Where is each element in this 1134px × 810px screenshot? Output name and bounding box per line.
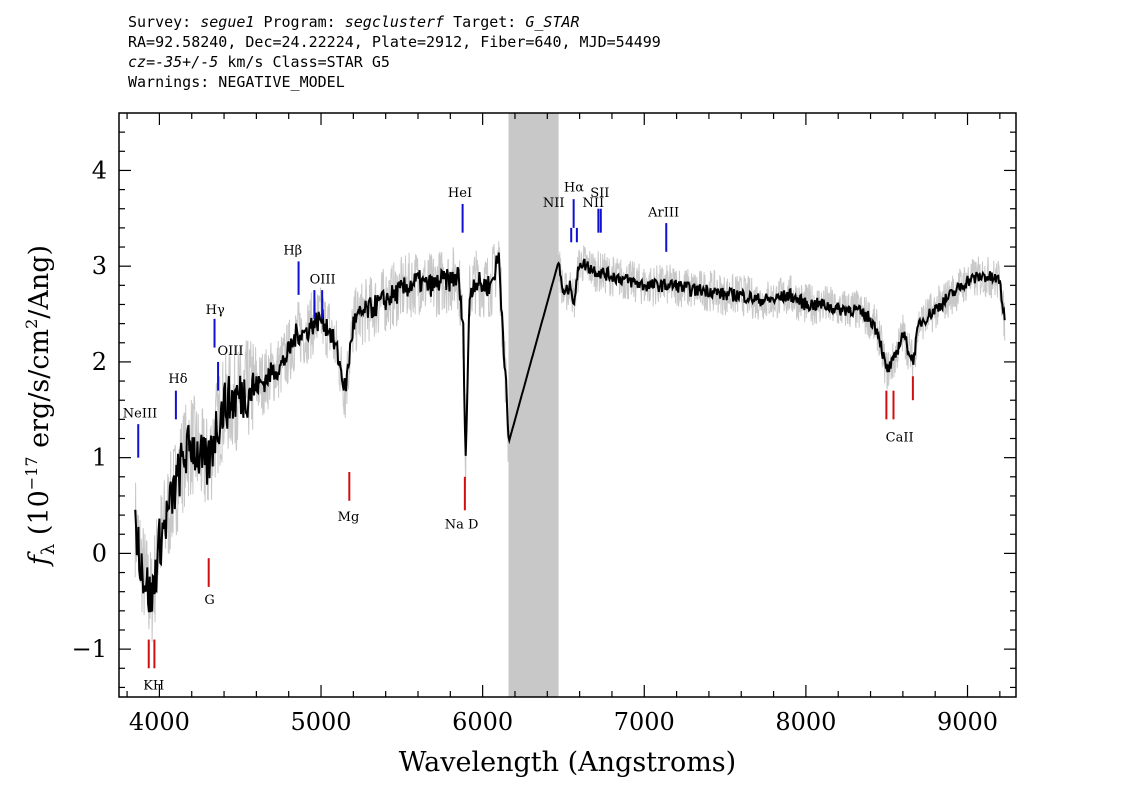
masked-region-layer: [508, 113, 559, 697]
line-label: Hδ: [168, 372, 187, 387]
target-value: G_STAR: [525, 13, 580, 31]
line-label: Hα: [564, 181, 584, 196]
header-line-3: cz=-35+/-5 km/s Class=STAR G5: [128, 53, 390, 71]
model-line-layer: [134, 252, 1006, 613]
x-tick-label: 9000: [937, 708, 998, 736]
x-axis-label: Wavelength (Angstroms): [399, 747, 736, 778]
line-label: CaII: [886, 430, 914, 445]
masked-region: [508, 113, 559, 697]
line-label: Mg: [338, 510, 360, 525]
line-label: NII: [583, 196, 605, 211]
x-tick-label: 5000: [290, 708, 351, 736]
cz-value: =-35+/-5: [146, 53, 219, 71]
axis-tick-labels: 4000 5000 6000 7000 8000 9000 −1 0 1 2 3 4: [72, 156, 998, 736]
survey-value: segue1: [200, 13, 255, 31]
y-tick-label: 0: [92, 539, 107, 567]
y-tick-label: 2: [92, 348, 107, 376]
line-label: NeIII: [123, 406, 157, 421]
line-label: NII: [543, 196, 565, 211]
y-tick-label: 4: [92, 156, 107, 184]
line-label: Hβ: [283, 244, 302, 259]
spectrum-header: Survey: segue1 Program: segclusterf Targ…: [128, 12, 661, 92]
flux-series: [134, 241, 1006, 643]
line-marker-layer: [137, 199, 914, 669]
header-line-1: Survey: segue1 Program: segclusterf Targ…: [128, 13, 580, 31]
y-tick-label: 1: [92, 444, 107, 472]
flux-layer: [134, 241, 1006, 643]
axis-ticks: [119, 113, 1016, 697]
line-label: Na D: [445, 518, 479, 533]
line-label: Hγ: [206, 303, 225, 318]
header-line-2: RA=92.58240, Dec=24.22224, Plate=2912, F…: [128, 33, 661, 51]
line-label: G: [204, 593, 214, 608]
line-label: KH: [143, 678, 164, 693]
x-tick-label: 4000: [129, 708, 190, 736]
line-label: ArIII: [647, 205, 679, 220]
model-series: [134, 252, 1006, 613]
line-label: OIII: [310, 272, 336, 287]
x-tick-label: 8000: [775, 708, 836, 736]
line-label: SII: [590, 186, 609, 201]
plot-frame: [118, 112, 1017, 698]
y-tick-label: 3: [92, 252, 107, 280]
x-tick-label: 7000: [614, 708, 675, 736]
line-label: OIII: [217, 344, 243, 359]
x-tick-label: 6000: [452, 708, 513, 736]
line-label: HeI: [448, 186, 472, 201]
y-tick-label: −1: [72, 635, 107, 663]
program-value: segclusterf: [344, 13, 445, 31]
annotation-layer: NeIIIHδHγOIIIHβOIIIHeINIIHαNIISIIArIIIKH…: [123, 181, 914, 694]
y-axis-label: fλ (10−17 erg/s/cm2/Ang): [22, 245, 59, 567]
header-line-4: Warnings: NEGATIVE_MODEL: [128, 73, 345, 91]
